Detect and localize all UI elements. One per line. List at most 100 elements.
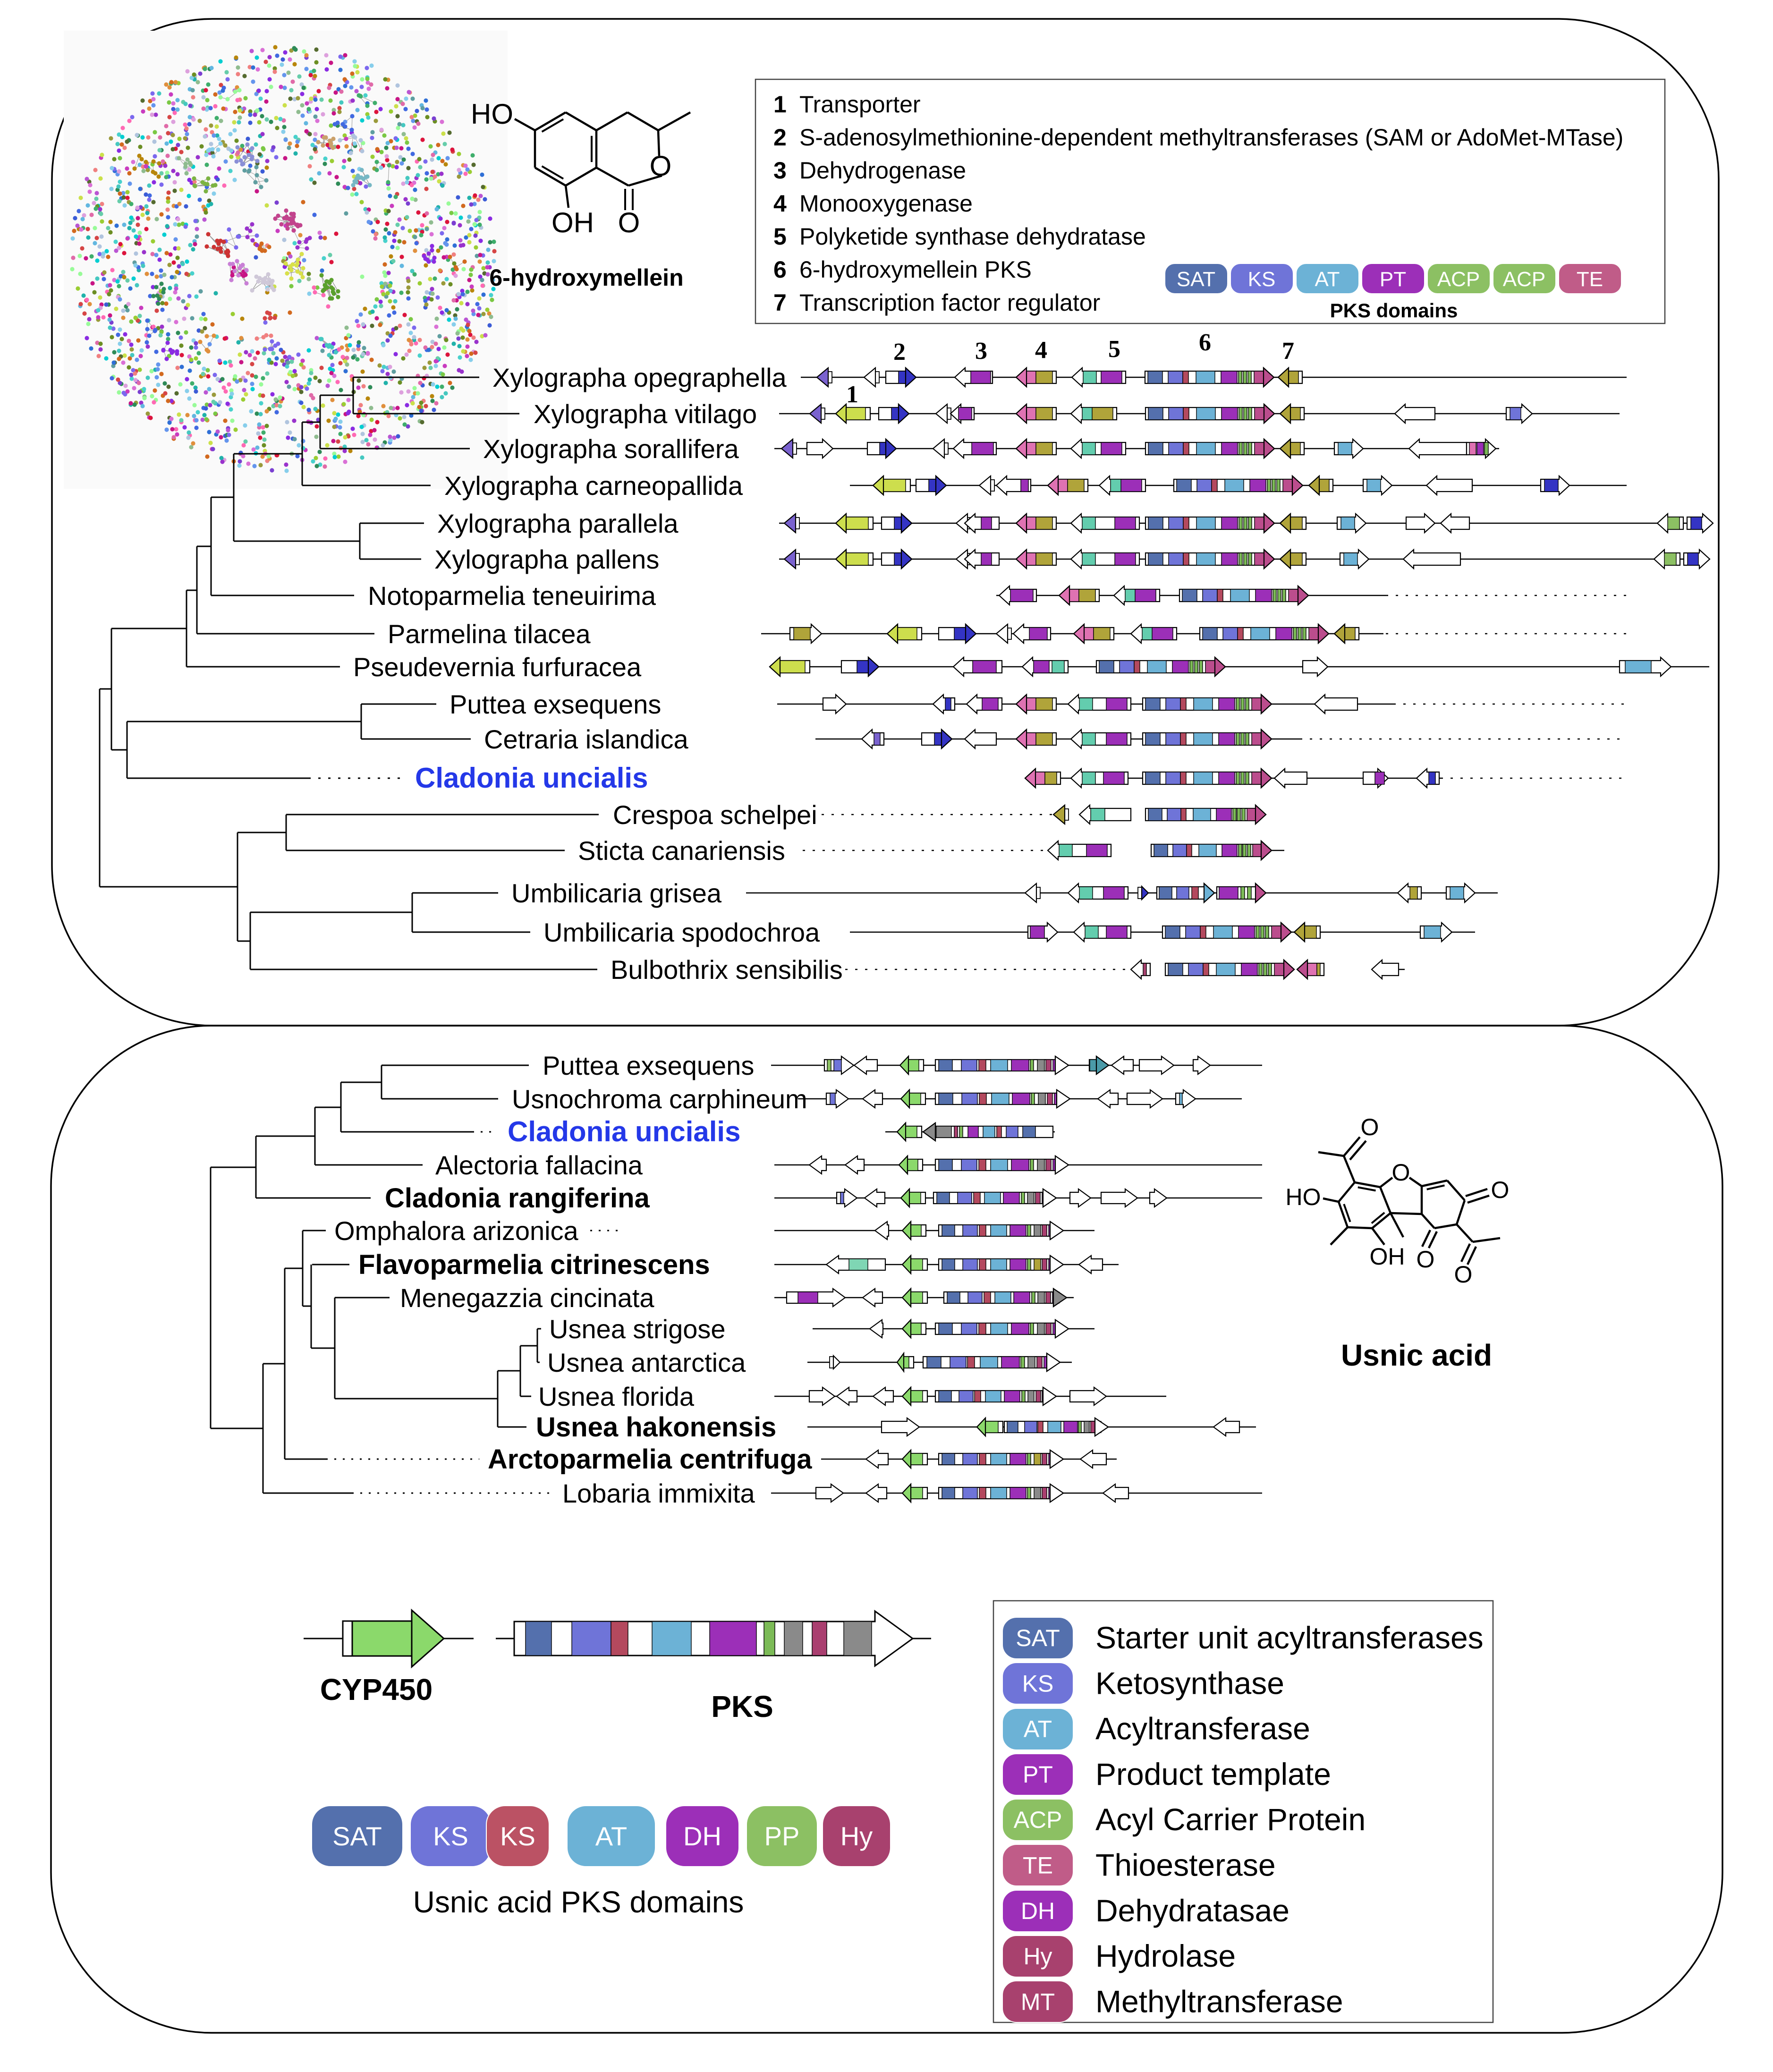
- svg-text:Methyltransferase: Methyltransferase: [1095, 1984, 1343, 2019]
- svg-text:Polyketide synthase dehydratas: Polyketide synthase dehydratase: [799, 223, 1146, 250]
- svg-text:KS: KS: [1248, 268, 1276, 291]
- svg-text:PKS: PKS: [711, 1690, 773, 1724]
- svg-text:Xylographa carneopallida: Xylographa carneopallida: [444, 471, 743, 501]
- svg-text:6-hydroxymellein PKS: 6-hydroxymellein PKS: [799, 256, 1032, 283]
- svg-text:Hydrolase: Hydrolase: [1095, 1938, 1236, 1973]
- svg-text:Xylographa parallela: Xylographa parallela: [437, 509, 679, 538]
- svg-text:DH: DH: [683, 1821, 721, 1851]
- svg-text:2: 2: [893, 339, 906, 365]
- svg-text:KS: KS: [433, 1821, 468, 1851]
- svg-text:Hy: Hy: [840, 1821, 873, 1851]
- svg-text:3: 3: [975, 338, 987, 365]
- svg-text:SAT: SAT: [1177, 268, 1215, 291]
- svg-text:Usnic acid: Usnic acid: [1341, 1338, 1492, 1372]
- svg-text:HO: HO: [471, 98, 513, 130]
- svg-text:Cetraria islandica: Cetraria islandica: [484, 724, 688, 754]
- svg-text:Menegazzia cincinata: Menegazzia cincinata: [400, 1283, 654, 1313]
- svg-text:5: 5: [1108, 336, 1120, 363]
- svg-text:Cladonia uncialis: Cladonia uncialis: [508, 1116, 740, 1147]
- svg-text:Puttea exsequens: Puttea exsequens: [543, 1051, 754, 1080]
- svg-text:Dehydratasae: Dehydratasae: [1095, 1893, 1289, 1928]
- svg-text:KS: KS: [1022, 1670, 1054, 1697]
- svg-text:Umbilicaria spodochroa: Umbilicaria spodochroa: [543, 917, 820, 947]
- svg-text:Usnea strigose: Usnea strigose: [549, 1314, 726, 1344]
- svg-text:6: 6: [773, 256, 787, 283]
- svg-text:Xylographa sorallifera: Xylographa sorallifera: [483, 434, 739, 464]
- svg-text:2: 2: [773, 124, 787, 151]
- svg-text:Usnea antarctica: Usnea antarctica: [547, 1348, 746, 1377]
- svg-text:PT: PT: [1380, 268, 1406, 291]
- svg-text:KS: KS: [500, 1821, 535, 1851]
- svg-text:4: 4: [773, 190, 787, 217]
- svg-text:O: O: [1392, 1159, 1410, 1186]
- svg-text:PT: PT: [1023, 1761, 1053, 1788]
- svg-text:AT: AT: [595, 1821, 627, 1851]
- svg-text:O: O: [1417, 1246, 1435, 1273]
- svg-text:Transcription factor regulator: Transcription factor regulator: [799, 289, 1100, 316]
- svg-text:TE: TE: [1023, 1852, 1053, 1879]
- svg-text:Acyl Carrier Protein: Acyl Carrier Protein: [1095, 1802, 1366, 1837]
- svg-text:Transporter: Transporter: [799, 91, 921, 118]
- svg-text:AT: AT: [1315, 268, 1340, 291]
- svg-text:Starter unit acyltransferases: Starter unit acyltransferases: [1095, 1620, 1484, 1655]
- svg-text:S-adenosylmethionine-dependent: S-adenosylmethionine-dependent methyltra…: [799, 124, 1623, 151]
- svg-text:4: 4: [1035, 337, 1047, 364]
- svg-text:Umbilicaria grisea: Umbilicaria grisea: [511, 878, 722, 908]
- svg-text:CYP450: CYP450: [320, 1673, 433, 1707]
- svg-text:PP: PP: [764, 1821, 800, 1851]
- svg-text:6: 6: [1199, 329, 1211, 356]
- svg-text:Acyltransferase: Acyltransferase: [1095, 1711, 1310, 1746]
- svg-text:Flavoparmelia citrinescens: Flavoparmelia citrinescens: [358, 1249, 710, 1280]
- svg-text:Crespoa schelpei: Crespoa schelpei: [613, 800, 817, 830]
- svg-text:ACP: ACP: [1014, 1807, 1062, 1833]
- svg-text:O: O: [618, 207, 640, 238]
- svg-text:7: 7: [1282, 338, 1294, 365]
- svg-text:Dehydrogenase: Dehydrogenase: [799, 157, 966, 184]
- svg-text:HO: HO: [1286, 1184, 1321, 1210]
- svg-text:Cladonia rangiferina: Cladonia rangiferina: [385, 1183, 650, 1214]
- svg-text:1: 1: [773, 91, 787, 118]
- svg-text:OH: OH: [551, 207, 594, 238]
- svg-text:Product template: Product template: [1095, 1757, 1331, 1792]
- svg-text:Alectoria fallacina: Alectoria fallacina: [435, 1150, 643, 1180]
- svg-text:Bulbothrix sensibilis: Bulbothrix sensibilis: [611, 955, 843, 985]
- svg-text:6-hydroxymellein: 6-hydroxymellein: [489, 264, 683, 291]
- svg-text:O: O: [650, 150, 672, 182]
- svg-text:Usnea florida: Usnea florida: [538, 1382, 695, 1411]
- svg-text:ACP: ACP: [1437, 268, 1480, 291]
- svg-text:O: O: [1454, 1261, 1473, 1288]
- svg-text:Xylographa pallens: Xylographa pallens: [434, 544, 659, 574]
- svg-text:O: O: [1361, 1114, 1379, 1140]
- svg-text:OH: OH: [1370, 1243, 1405, 1270]
- svg-text:O: O: [1491, 1177, 1510, 1203]
- svg-text:Thioesterase: Thioesterase: [1095, 1848, 1276, 1883]
- svg-text:AT: AT: [1024, 1716, 1052, 1742]
- svg-text:TE: TE: [1577, 268, 1603, 291]
- svg-text:PKS domains: PKS domains: [1330, 299, 1458, 322]
- svg-text:Monooxygenase: Monooxygenase: [799, 190, 973, 217]
- svg-text:Parmelina tilacea: Parmelina tilacea: [388, 619, 591, 649]
- svg-text:DH: DH: [1021, 1898, 1055, 1924]
- svg-text:Omphalora arizonica: Omphalora arizonica: [334, 1216, 579, 1246]
- svg-text:Puttea exsequens: Puttea exsequens: [450, 689, 661, 719]
- svg-text:ACP: ACP: [1503, 268, 1545, 291]
- svg-text:Cladonia uncialis: Cladonia uncialis: [415, 762, 648, 794]
- svg-text:Xylographa opegraphella: Xylographa opegraphella: [492, 363, 787, 392]
- svg-text:Notoparmelia teneuirima: Notoparmelia teneuirima: [368, 581, 656, 611]
- svg-text:Ketosynthase: Ketosynthase: [1095, 1665, 1284, 1700]
- svg-text:Usnic acid PKS domains: Usnic acid PKS domains: [413, 1885, 744, 1919]
- svg-text:1: 1: [846, 381, 858, 408]
- svg-text:Lobaria immixita: Lobaria immixita: [562, 1478, 755, 1508]
- svg-text:Hy: Hy: [1023, 1943, 1052, 1970]
- svg-text:Xylographa vitilago: Xylographa vitilago: [534, 399, 757, 429]
- svg-text:Sticta canariensis: Sticta canariensis: [578, 836, 785, 866]
- svg-text:3: 3: [773, 157, 787, 184]
- svg-text:Usnea hakonensis: Usnea hakonensis: [536, 1412, 776, 1443]
- svg-text:SAT: SAT: [332, 1821, 382, 1851]
- svg-text:MT: MT: [1021, 1988, 1055, 2015]
- svg-text:SAT: SAT: [1016, 1625, 1060, 1651]
- svg-text:Arctoparmelia centrifuga: Arctoparmelia centrifuga: [488, 1444, 812, 1475]
- svg-text:5: 5: [773, 223, 787, 250]
- svg-text:Usnochroma carphineum: Usnochroma carphineum: [512, 1084, 807, 1114]
- svg-text:7: 7: [773, 289, 787, 316]
